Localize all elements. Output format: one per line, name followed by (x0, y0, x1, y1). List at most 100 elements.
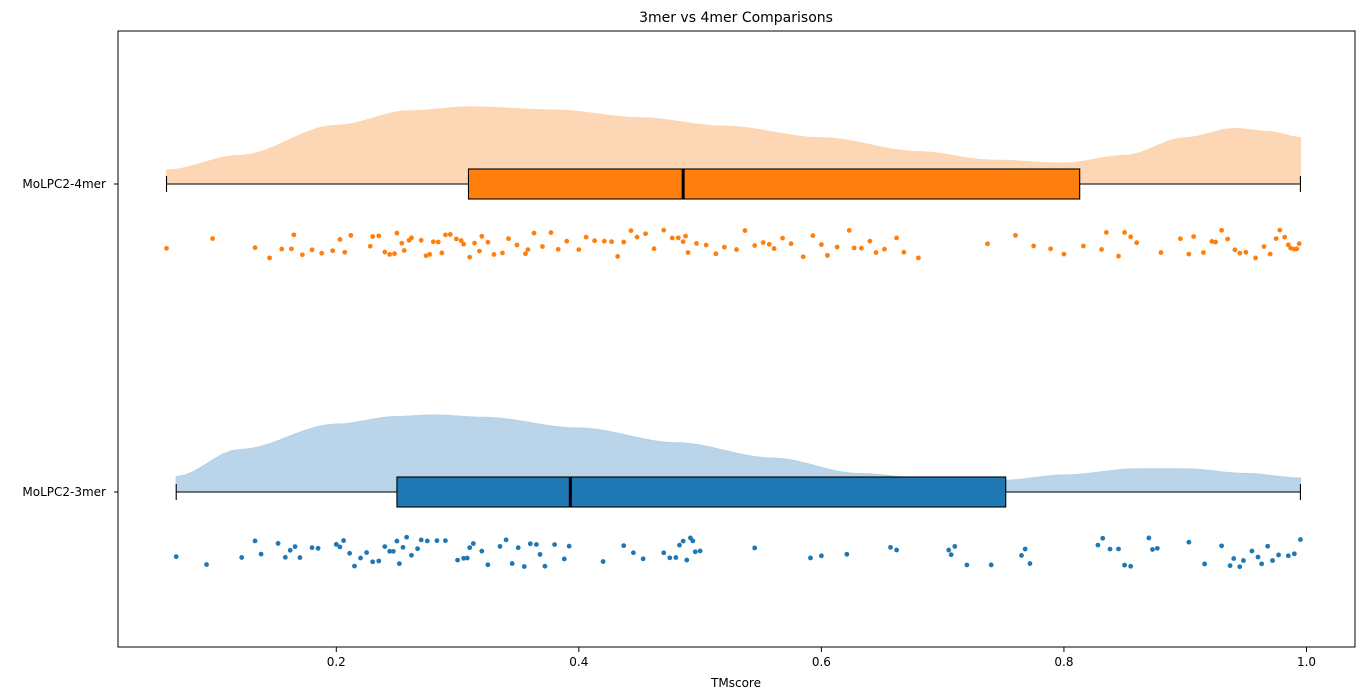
data-point (531, 230, 537, 236)
data-point (667, 555, 673, 561)
data-point (319, 250, 325, 256)
data-point (1213, 239, 1218, 245)
x-tick-label: 0.2 (327, 655, 346, 669)
data-point (1080, 243, 1086, 249)
data-point (509, 561, 515, 566)
data-point (289, 246, 294, 252)
data-point (1122, 562, 1127, 568)
data-point (1048, 246, 1053, 252)
data-point (443, 232, 448, 238)
data-point (1013, 232, 1018, 238)
data-point (583, 234, 589, 240)
data-point (297, 555, 303, 560)
data-point (396, 561, 402, 567)
data-point (680, 239, 686, 245)
data-point (1261, 244, 1267, 249)
data-point (500, 250, 505, 256)
data-point (1202, 561, 1208, 567)
data-point (851, 245, 857, 251)
data-point (1231, 556, 1237, 561)
data-point (337, 544, 343, 550)
data-point (1277, 227, 1283, 233)
data-point (1227, 563, 1233, 569)
data-point (894, 547, 899, 553)
chart-title: 3mer vs 4mer Comparisons (639, 10, 833, 26)
data-point (1022, 546, 1028, 552)
data-point (503, 537, 509, 543)
y-tick-label: MoLPC2-3mer (22, 485, 106, 499)
x-axis-label: TMscore (710, 676, 761, 690)
data-point (1243, 249, 1249, 255)
data-point (576, 247, 582, 252)
series-group-1: MoLPC2-3mer (22, 414, 1303, 570)
data-point (423, 253, 429, 259)
data-point (521, 564, 527, 569)
data-point (1128, 234, 1134, 240)
data-point (1285, 242, 1291, 248)
data-point (1237, 564, 1243, 570)
data-point (387, 252, 393, 257)
data-point (948, 552, 954, 558)
data-point (760, 240, 766, 245)
data-point (399, 240, 405, 246)
data-point (675, 235, 681, 241)
data-point (669, 235, 675, 241)
data-point (1150, 547, 1155, 552)
data-point (491, 252, 497, 257)
data-point (376, 233, 382, 239)
data-point (600, 559, 606, 564)
data-point (430, 239, 436, 245)
data-point (752, 545, 758, 551)
data-point (615, 254, 621, 259)
data-point (1237, 250, 1243, 256)
data-point (309, 545, 315, 551)
data-point (352, 563, 357, 569)
data-point (1232, 247, 1238, 253)
data-point (364, 550, 370, 555)
data-point (661, 550, 667, 556)
data-point (844, 551, 850, 557)
data-point (485, 562, 491, 568)
data-point (292, 544, 298, 550)
data-point (401, 248, 407, 253)
data-point (1154, 545, 1160, 551)
data-point (1285, 553, 1291, 559)
data-point (988, 562, 994, 568)
data-point (766, 241, 772, 247)
data-point (409, 552, 414, 558)
density-cloud (175, 414, 1302, 493)
data-point (1122, 230, 1127, 235)
data-point (1265, 543, 1271, 549)
data-point (677, 542, 682, 548)
data-point (453, 236, 459, 242)
data-point (1191, 234, 1197, 239)
data-point (330, 248, 336, 254)
data-point (1099, 247, 1104, 252)
data-point (1031, 243, 1037, 249)
data-point (1107, 546, 1113, 552)
data-point (1209, 239, 1215, 244)
data-point (964, 562, 970, 568)
data-point (435, 239, 441, 245)
data-point (859, 245, 864, 251)
data-point (1270, 558, 1275, 563)
data-point (721, 244, 727, 250)
data-point (461, 241, 467, 247)
data-point (867, 238, 873, 244)
data-point (455, 557, 460, 563)
data-point (370, 234, 376, 239)
density-cloud (165, 106, 1302, 185)
data-point (683, 233, 688, 239)
data-point (846, 228, 852, 233)
data-point (788, 241, 794, 247)
data-point (542, 563, 548, 569)
data-point (1255, 554, 1261, 560)
data-point (467, 545, 473, 551)
data-point (418, 237, 424, 243)
data-point (400, 544, 406, 550)
data-point (415, 546, 420, 552)
data-point (1103, 230, 1109, 235)
data-point (1186, 539, 1192, 545)
data-point (1291, 551, 1297, 557)
data-point (640, 556, 646, 562)
